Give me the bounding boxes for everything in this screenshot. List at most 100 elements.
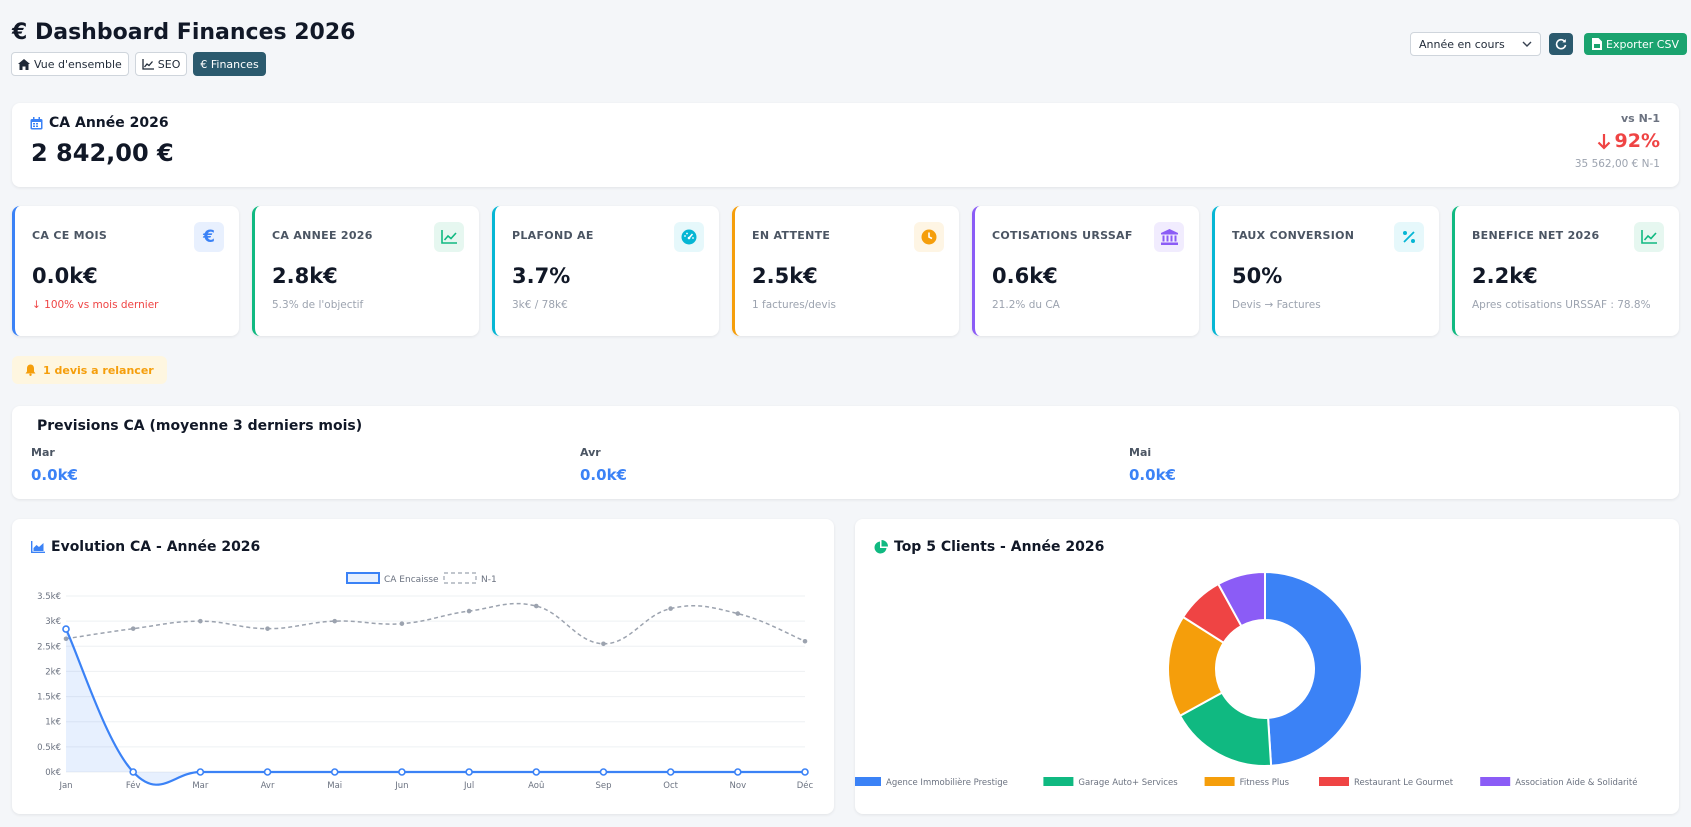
kpi-value: 0.6k€ bbox=[992, 264, 1058, 288]
x-tick-label: Déc bbox=[797, 780, 814, 791]
legend-label-n1: N-1 bbox=[481, 575, 497, 585]
legend-swatch bbox=[1204, 777, 1235, 786]
top-clients-donut-chart: Agence Immobilière Prestige Garage Auto+ … bbox=[855, 570, 1637, 788]
series-point-n1 bbox=[668, 606, 673, 611]
kpi-sub: Apres cotisations URSSAF : 78.8% bbox=[1472, 299, 1651, 311]
top-clients-card: Top 5 Clients - Année 2026 Agence Immobi… bbox=[855, 519, 1679, 814]
annual-revenue-card: CA Année 2026 2 842,00 € vs N-1 92% 35 5… bbox=[12, 103, 1679, 187]
top-clients-title: Top 5 Clients - Année 2026 bbox=[894, 539, 1105, 555]
compare-previous: 35 562,00 € N-1 bbox=[1574, 158, 1660, 170]
series-point-n1 bbox=[802, 638, 808, 644]
forecast-item: Mar 0.0k€ bbox=[31, 446, 78, 484]
kpi-sub: 21.2% du CA bbox=[992, 299, 1060, 311]
series-line-ca bbox=[65, 628, 805, 786]
series-point-n1 bbox=[735, 611, 741, 616]
legend-swatch bbox=[1480, 777, 1511, 786]
chart-line-icon bbox=[1634, 222, 1664, 252]
alert-text: 1 devis a relancer bbox=[43, 363, 154, 377]
compare-change: 92% bbox=[1597, 130, 1660, 152]
x-tick-label: Nov bbox=[730, 781, 747, 791]
forecast-value: 0.0k€ bbox=[580, 466, 627, 484]
calendar-icon bbox=[30, 116, 43, 129]
line-chart-icon bbox=[142, 58, 154, 70]
kpi-sub: 5.3% de l'objectif bbox=[272, 299, 364, 311]
kpi-sub: 3k€ / 78k€ bbox=[512, 299, 568, 311]
series-point-ca bbox=[263, 768, 272, 776]
series-point-ca bbox=[532, 768, 541, 776]
forecast-value: 0.0k€ bbox=[31, 466, 78, 484]
percent-icon bbox=[1394, 222, 1424, 252]
x-tick-label: Jul bbox=[463, 781, 474, 791]
legend-label: Garage Auto+ Services bbox=[1078, 778, 1178, 788]
euro-icon: € bbox=[194, 222, 224, 252]
legend-label: Association Aide & Solidarité bbox=[1515, 777, 1637, 788]
annual-revenue-label: CA Année 2026 bbox=[49, 115, 169, 131]
forecast-title: Previsions CA (moyenne 3 derniers mois) bbox=[37, 418, 363, 434]
kpi-value: 3.7% bbox=[512, 264, 571, 288]
pie-chart-icon bbox=[874, 540, 888, 554]
series-point-ca bbox=[734, 768, 742, 776]
quote-reminder-alert[interactable]: 1 devis a relancer bbox=[12, 356, 167, 384]
forecast-month: Avr bbox=[580, 446, 601, 459]
kpi-card-pending: EN ATTENTE 2.5k€ 1 factures/devis bbox=[732, 206, 959, 336]
y-tick-label: 2k€ bbox=[45, 667, 61, 677]
legend-swatch-n1 bbox=[443, 572, 477, 584]
kpi-sub: Devis → Factures bbox=[1232, 299, 1321, 311]
annual-revenue-value: 2 842,00 € bbox=[31, 139, 174, 167]
series-point-n1 bbox=[265, 626, 270, 631]
y-tick-label: 1.5k€ bbox=[37, 693, 61, 703]
y-tick-label: 1k€ bbox=[45, 718, 61, 728]
dashboard-nav: Vue d'ensemble SEO € Finances bbox=[11, 52, 266, 76]
donut-slice bbox=[1264, 570, 1364, 767]
series-point-n1 bbox=[533, 603, 539, 609]
series-point-n1 bbox=[601, 641, 606, 647]
series-point-ca bbox=[465, 768, 473, 776]
nav-overview-button[interactable]: Vue d'ensemble bbox=[11, 52, 129, 76]
evolution-line-chart: 0k€ 0.5k€ 1k€ 1.5k€ 2k€ 2.5k€ 3k€ 3.5k€ Jan Fév Ma… bbox=[37, 572, 814, 791]
series-area-ca bbox=[66, 629, 805, 785]
export-csv-button[interactable]: Exporter CSV bbox=[1584, 33, 1687, 55]
legend-label: Restaurant Le Gourmet bbox=[1354, 778, 1454, 788]
series-point-n1 bbox=[332, 618, 338, 624]
kpi-label: CA CE MOIS bbox=[32, 229, 108, 242]
y-tick-label: 0k€ bbox=[45, 768, 61, 778]
x-tick-label: Jun bbox=[394, 781, 408, 791]
x-tick-label: Sep bbox=[595, 781, 611, 791]
x-tick-label: Jan bbox=[58, 781, 72, 791]
series-point-n1 bbox=[63, 636, 69, 642]
x-tick-label: Mai bbox=[327, 781, 342, 791]
page-title: € Dashboard Finances 2026 bbox=[12, 20, 356, 45]
kpi-card-ae-ceiling: PLAFOND AE 3.7% 3k€ / 78k€ bbox=[492, 206, 719, 336]
legend-label-ca: CA Encaisse bbox=[384, 575, 439, 585]
kpi-label: CA ANNEE 2026 bbox=[272, 229, 373, 242]
series-point-ca bbox=[599, 768, 608, 776]
kpi-value: 2.8k€ bbox=[272, 264, 338, 288]
legend-swatch-ca bbox=[346, 572, 380, 584]
series-point-ca bbox=[330, 768, 339, 776]
nav-finances-label: € Finances bbox=[200, 57, 259, 71]
nav-finances-button[interactable]: € Finances bbox=[193, 52, 266, 76]
kpi-label: BENEFICE NET 2026 bbox=[1472, 229, 1600, 242]
period-select[interactable]: Année en cours bbox=[1410, 32, 1541, 56]
kpi-label: EN ATTENTE bbox=[752, 229, 831, 242]
kpi-card-month-revenue: CA CE MOIS € 0.0k€ ↓ 100% vs mois dernie… bbox=[12, 206, 239, 336]
x-tick-label: Fév bbox=[126, 780, 141, 791]
kpi-value: 50% bbox=[1232, 264, 1283, 288]
series-point-ca bbox=[196, 768, 205, 776]
kpi-card-year-revenue: CA ANNEE 2026 2.8k€ 5.3% de l'objectif bbox=[252, 206, 479, 336]
file-csv-icon bbox=[1592, 38, 1602, 50]
forecast-value: 0.0k€ bbox=[1129, 466, 1176, 484]
donut-slice bbox=[1216, 570, 1266, 628]
bell-icon bbox=[25, 364, 36, 376]
forecast-card: Previsions CA (moyenne 3 derniers mois) … bbox=[12, 406, 1679, 499]
refresh-icon bbox=[1555, 38, 1567, 50]
legend-swatch bbox=[1043, 777, 1074, 786]
refresh-button[interactable] bbox=[1549, 33, 1573, 55]
series-point-ca bbox=[62, 625, 70, 633]
nav-seo-button[interactable]: SEO bbox=[134, 52, 188, 76]
forecast-month: Mar bbox=[31, 446, 55, 459]
kpi-card-conversion: TAUX CONVERSION 50% Devis → Factures bbox=[1212, 206, 1439, 336]
kpi-sub: ↓ 100% vs mois dernier bbox=[32, 299, 159, 311]
kpi-card-net-profit: BENEFICE NET 2026 2.2k€ Apres cotisation… bbox=[1452, 206, 1679, 336]
home-icon bbox=[18, 58, 30, 70]
